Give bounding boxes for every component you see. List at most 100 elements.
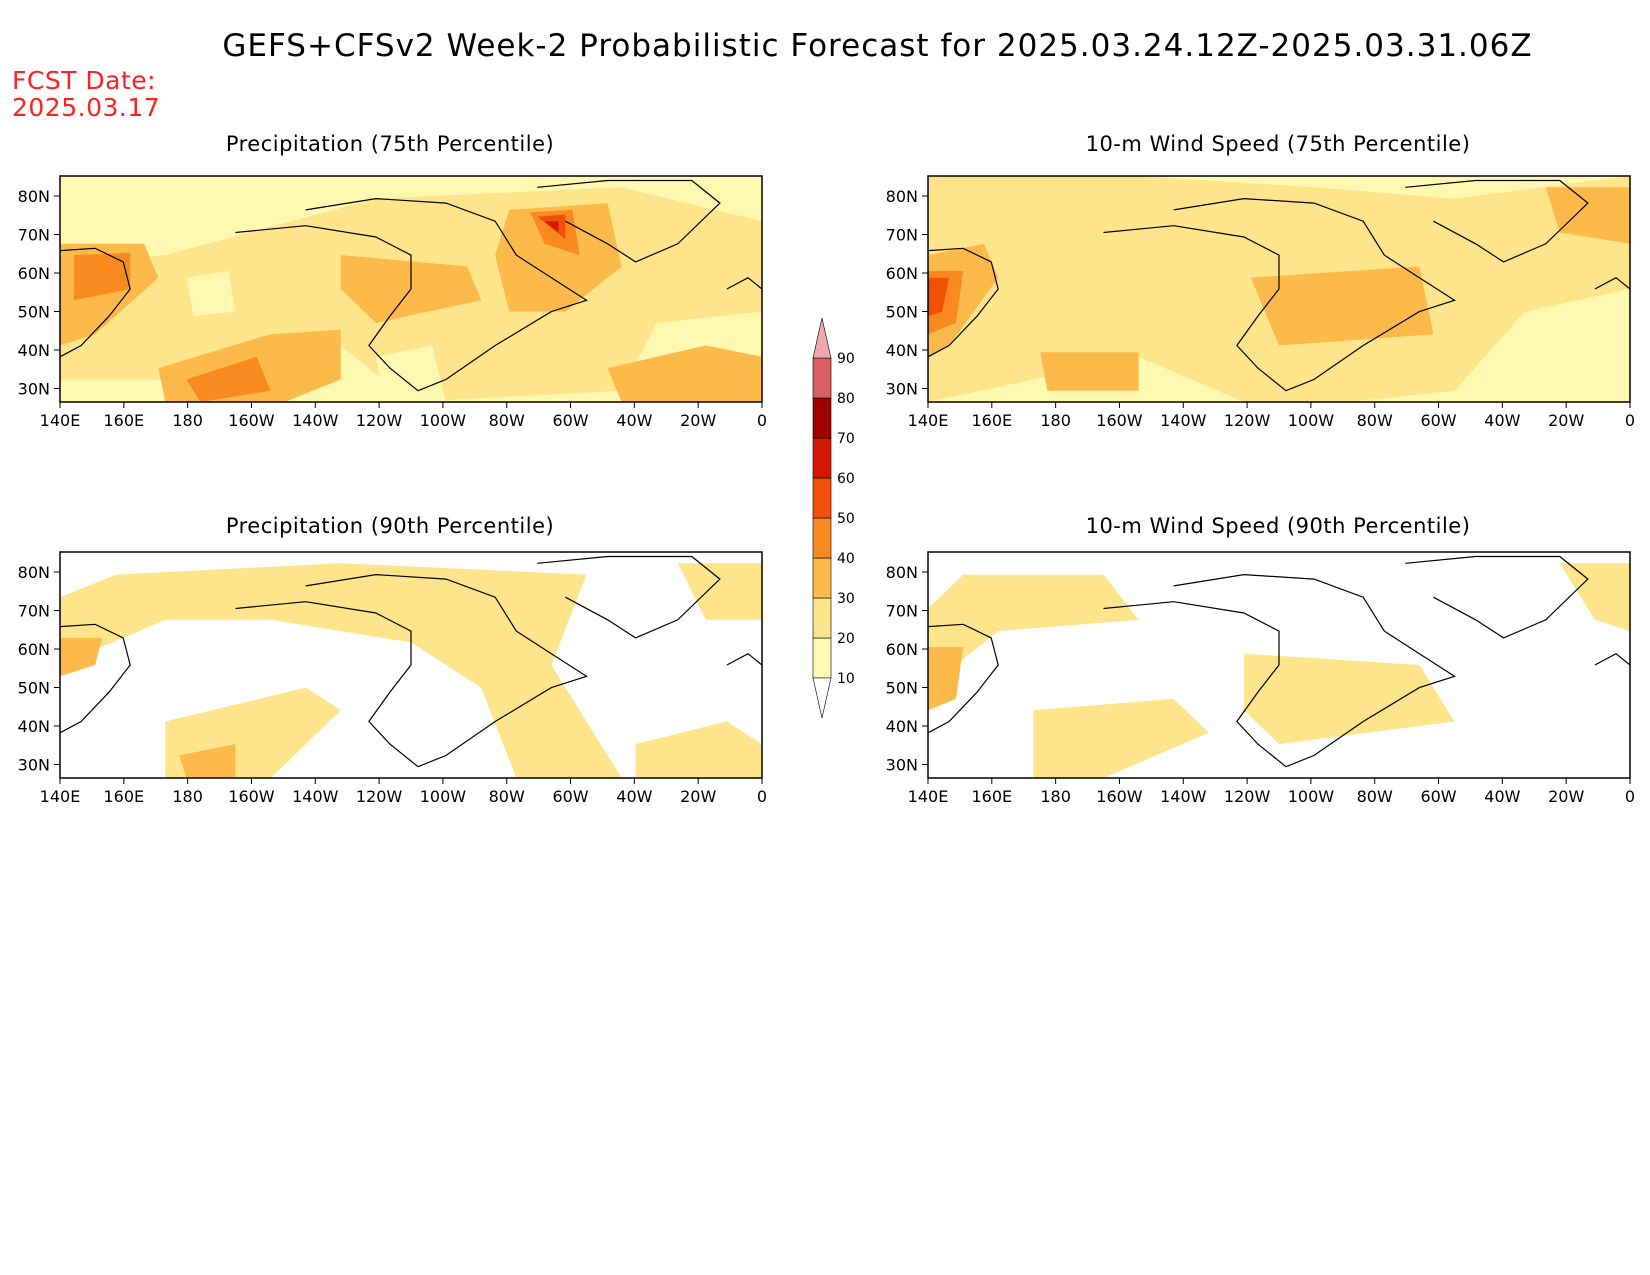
probability-region	[60, 637, 103, 677]
coastline	[726, 652, 762, 666]
probability-region	[60, 563, 622, 778]
colorbar-label: 20	[837, 631, 855, 647]
lat-tick-label: 40N	[886, 341, 918, 360]
probability-region	[1243, 653, 1455, 745]
colorbar-label: 40	[837, 551, 855, 567]
map-panel-precip90	[60, 552, 762, 778]
lon-tick-label: 160E	[103, 411, 144, 430]
lat-tick-label: 50N	[886, 679, 918, 698]
lon-tick-label: 140E	[908, 787, 949, 806]
probability-region	[928, 646, 964, 711]
map-frame	[927, 175, 1631, 403]
colorbar-segment	[812, 517, 832, 559]
lon-tick-label: 180	[1040, 787, 1071, 806]
lat-tick-label: 50N	[18, 303, 50, 322]
lon-tick-label: 140W	[292, 787, 339, 806]
lat-tick-label: 70N	[18, 226, 50, 245]
probability-region	[677, 563, 762, 620]
lat-tick-label: 80N	[886, 187, 918, 206]
map-panel-wind90	[928, 552, 1630, 778]
lon-tick-label: 160E	[971, 411, 1012, 430]
lon-tick-label: 100W	[420, 787, 467, 806]
probability-region	[537, 214, 566, 240]
lat-tick-label: 80N	[18, 563, 50, 582]
colorbar-segment	[812, 477, 832, 519]
lon-tick-label: 180	[172, 411, 203, 430]
lon-tick-label: 140W	[1160, 787, 1207, 806]
lon-tick-label: 0	[1625, 787, 1635, 806]
panel-title-precip90: Precipitation (90th Percentile)	[225, 514, 555, 538]
fcst-date-value: 2025.03.17	[12, 93, 161, 122]
colorbar-label: 10	[837, 671, 855, 687]
lon-tick-label: 160W	[228, 411, 275, 430]
coastline	[928, 247, 999, 358]
probability-region	[635, 721, 762, 778]
lon-tick-label: 120W	[356, 411, 403, 430]
colorbar-segment	[812, 357, 832, 399]
probability-region	[74, 252, 131, 301]
coastline	[537, 179, 721, 263]
lat-tick-label: 80N	[18, 187, 50, 206]
colorbar-label: 70	[837, 431, 855, 447]
coastline	[1103, 197, 1456, 392]
lon-tick-label: 60W	[1420, 787, 1456, 806]
lat-tick-label: 30N	[18, 380, 50, 399]
lat-tick-label: 30N	[18, 756, 50, 775]
probability-region	[495, 203, 622, 312]
coastline	[726, 276, 762, 290]
colorbar-label: 30	[837, 591, 855, 607]
main-title: GEFS+CFSv2 Week-2 Probabilistic Forecast…	[222, 28, 1533, 64]
probability-region	[375, 345, 447, 402]
lon-tick-label: 80W	[489, 411, 525, 430]
coastline	[1103, 573, 1456, 768]
lon-tick-label: 120W	[1224, 787, 1271, 806]
map-panel-precip75	[60, 176, 762, 402]
map-frame	[59, 551, 763, 779]
colorbar-segment	[812, 637, 832, 679]
lat-tick-label: 70N	[886, 602, 918, 621]
lon-tick-label: 60W	[1420, 411, 1456, 430]
panel-title-wind75: 10-m Wind Speed (75th Percentile)	[1085, 132, 1471, 156]
colorbar-label: 80	[837, 391, 855, 407]
coastline	[1594, 652, 1630, 666]
probability-region	[928, 574, 1139, 688]
lat-tick-label: 60N	[18, 640, 50, 659]
colorbar-segment	[812, 437, 832, 479]
lat-tick-label: 50N	[886, 303, 918, 322]
probability-region	[1250, 266, 1434, 346]
lat-tick-label: 70N	[886, 226, 918, 245]
lon-tick-label: 140W	[1160, 411, 1207, 430]
probability-region	[530, 209, 580, 256]
lon-tick-label: 140W	[292, 411, 339, 430]
coastline	[1594, 276, 1630, 290]
panel-title-wind90: 10-m Wind Speed (90th Percentile)	[1085, 514, 1471, 538]
lat-tick-label: 30N	[886, 756, 918, 775]
coastline	[235, 197, 588, 392]
probability-region	[1545, 187, 1630, 244]
lon-tick-label: 80W	[1357, 411, 1393, 430]
coastline	[235, 573, 588, 768]
lon-tick-label: 120W	[356, 787, 403, 806]
lat-tick-label: 30N	[886, 380, 918, 399]
lat-tick-label: 80N	[886, 563, 918, 582]
map-panel-wind75	[928, 176, 1630, 402]
probability-region	[1040, 352, 1139, 391]
lon-tick-label: 160W	[1096, 411, 1143, 430]
lon-tick-label: 20W	[680, 411, 716, 430]
lat-tick-label: 60N	[886, 640, 918, 659]
lon-tick-label: 160W	[1096, 787, 1143, 806]
lon-tick-label: 120W	[1224, 411, 1271, 430]
lon-tick-label: 80W	[1357, 787, 1393, 806]
lon-tick-label: 160E	[971, 787, 1012, 806]
lon-tick-label: 80W	[489, 787, 525, 806]
colorbar-segment	[812, 397, 832, 439]
colorbar-label: 60	[837, 471, 855, 487]
coastline	[60, 623, 131, 734]
lon-tick-label: 140E	[908, 411, 949, 430]
map-frame	[59, 175, 763, 403]
lon-tick-label: 140E	[40, 411, 81, 430]
lon-tick-label: 160E	[103, 787, 144, 806]
lon-tick-label: 60W	[552, 787, 588, 806]
lon-tick-label: 40W	[1484, 787, 1520, 806]
